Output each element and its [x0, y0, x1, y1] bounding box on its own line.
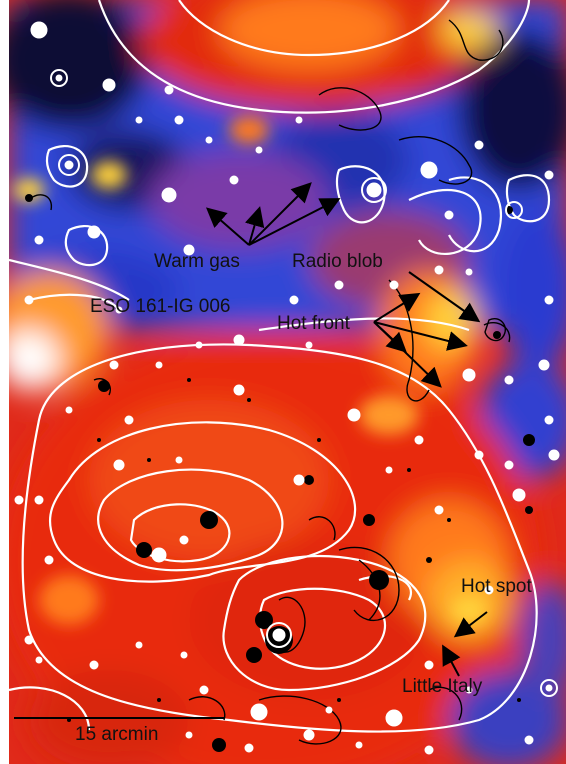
hot-front-arrow-2	[373, 321, 468, 351]
hot-front-arrow-1	[373, 292, 421, 323]
hot-front-label: Hot front	[277, 313, 350, 334]
little-italy-arrow	[442, 644, 461, 677]
white-sources	[14, 21, 560, 755]
warm-gas-arrow-2	[244, 206, 265, 246]
warm-gas-arrow-4	[248, 198, 341, 246]
hot-spot-arrow	[453, 611, 488, 638]
figure-frame: Warm gas Radio blob ESO 161-IG 006 Hot f…	[9, 0, 566, 764]
hot-spot-label: Hot spot	[461, 576, 532, 597]
heatmap-accents	[13, 116, 487, 625]
little-italy-label: Little Italy	[402, 676, 483, 697]
annotation-arrows	[205, 182, 488, 677]
radio-blob-label: Radio blob	[292, 251, 383, 272]
scale-bar-label: 15 arcmin	[75, 724, 159, 745]
black-sources	[25, 194, 535, 752]
warm-gas-label: Warm gas	[154, 251, 240, 272]
warm-gas-arrow-1	[205, 207, 250, 246]
hot-front-arrow-4	[373, 321, 442, 388]
white-contours	[9, 0, 551, 733]
radio-blob-arrow	[408, 271, 481, 323]
eso-galaxy-label: ESO 161-IG 006	[90, 296, 231, 317]
warm-gas-arrow-3	[248, 182, 312, 246]
temperature-map	[9, 0, 566, 764]
